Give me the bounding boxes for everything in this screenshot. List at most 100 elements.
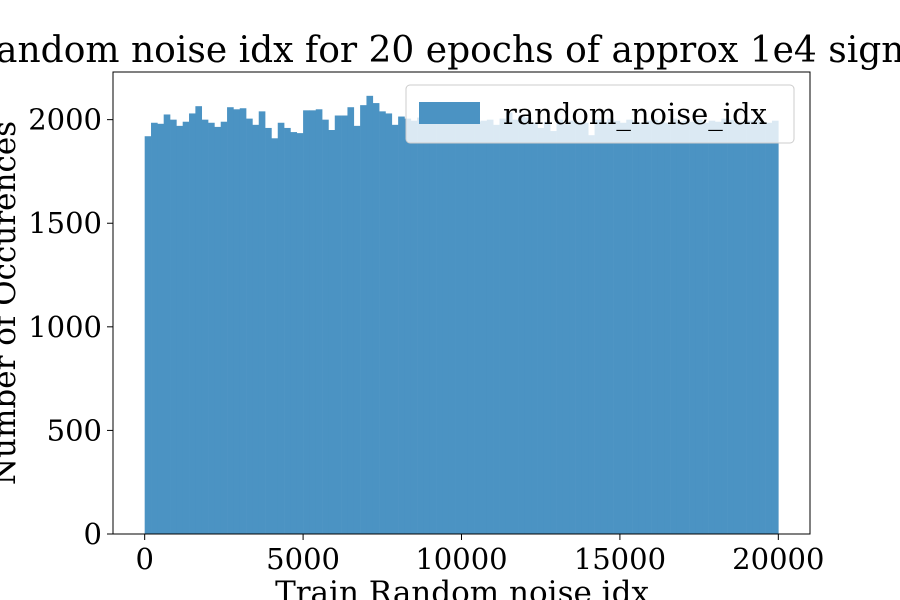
histogram-bar	[315, 109, 323, 535]
x-axis-ticks: 0 5000 10000 15000 20000	[135, 534, 824, 576]
histogram-bar	[220, 121, 228, 534]
y-axis-ticks: 0 500 1000 1500 2000	[28, 103, 113, 551]
histogram-bar	[714, 121, 722, 534]
histogram-bar	[372, 103, 380, 534]
histogram-bar	[493, 124, 500, 535]
histogram-bar	[239, 108, 247, 534]
histogram-bar	[676, 121, 684, 534]
histogram-bar	[195, 106, 203, 535]
histogram-bar	[353, 125, 361, 534]
histogram-bars	[144, 95, 779, 535]
histogram-bar	[265, 127, 272, 534]
histogram-bar	[733, 122, 741, 535]
histogram-bar	[467, 119, 475, 535]
histogram-bar	[328, 130, 336, 534]
histogram-bar	[277, 122, 285, 535]
histogram-bar	[657, 121, 665, 534]
histogram-bar	[702, 122, 709, 535]
histogram-bar	[410, 120, 418, 534]
histogram-bar	[575, 121, 583, 534]
legend-box	[405, 84, 795, 144]
histogram-bar	[379, 111, 386, 535]
legend: random_noise_idx	[405, 84, 795, 144]
x-tick-label: 5000	[266, 542, 340, 576]
histogram-bar	[176, 125, 183, 534]
histogram-bar	[765, 122, 773, 535]
histogram-bar	[391, 124, 399, 535]
x-tick-label: 15000	[574, 542, 666, 576]
histogram-bar	[404, 118, 412, 534]
histogram-bar	[163, 114, 171, 534]
histogram-bar	[151, 122, 158, 535]
histogram-bar	[303, 110, 310, 534]
histogram-bar	[588, 135, 595, 534]
histogram-bar	[182, 121, 190, 534]
histogram-bar	[594, 119, 602, 535]
histogram-bar	[296, 133, 304, 535]
histogram-bar	[334, 115, 342, 535]
histogram-bar	[189, 113, 196, 535]
histogram-bar	[233, 109, 241, 535]
x-tick-label: 10000	[415, 542, 507, 576]
histogram-bar	[740, 121, 747, 534]
x-tick-label: 20000	[732, 542, 824, 576]
histogram-bar	[398, 116, 405, 534]
histogram-bar	[721, 118, 728, 534]
y-tick-label: 1500	[28, 206, 102, 240]
histogram-bar	[645, 120, 652, 534]
legend-label: random_noise_idx	[503, 97, 767, 132]
histogram-bar	[569, 120, 576, 534]
histogram-bar	[486, 119, 494, 535]
histogram-bar	[442, 123, 450, 534]
histogram-bar	[556, 119, 564, 535]
histogram-bar	[638, 122, 646, 535]
histogram-bar	[347, 107, 355, 535]
histogram-bar	[708, 120, 716, 534]
histogram-bar	[360, 105, 367, 534]
histogram-bar	[284, 127, 291, 534]
histogram-bar	[258, 111, 266, 535]
histogram-bar	[727, 119, 735, 535]
histogram-bar	[689, 121, 697, 534]
histogram-bar	[366, 95, 374, 535]
histogram-bar	[632, 121, 640, 534]
histogram-bar	[448, 119, 456, 535]
histogram-bar	[581, 122, 589, 535]
histogram-bar	[505, 112, 513, 534]
histogram-bar	[480, 120, 488, 534]
histogram-bar	[670, 118, 678, 534]
histogram-bar	[341, 115, 348, 535]
histogram-bar	[246, 118, 253, 534]
histogram-bar	[683, 120, 690, 534]
y-tick-label: 1000	[28, 310, 102, 344]
y-axis-label: Number of Occurences	[0, 121, 23, 485]
histogram-bar	[429, 120, 437, 534]
histogram-bar	[417, 117, 424, 534]
histogram-bar	[455, 121, 462, 534]
y-tick-label: 0	[84, 517, 102, 551]
x-axis-label: Train Random noise idx	[275, 575, 649, 600]
legend-swatch	[419, 102, 480, 124]
histogram-bar	[201, 119, 209, 535]
histogram-bar	[518, 115, 526, 535]
histogram-bar	[613, 120, 621, 534]
histogram-bar	[309, 110, 317, 534]
histogram-bar	[759, 121, 766, 534]
histogram-bar	[752, 119, 760, 535]
histogram-bar	[144, 136, 152, 534]
histogram-bar	[322, 119, 329, 535]
histogram-bar	[651, 119, 659, 535]
histogram-bar	[562, 123, 570, 534]
histogram-bar	[524, 117, 532, 534]
histogram-bar	[271, 138, 279, 534]
histogram-bar	[537, 127, 545, 534]
histogram-bar	[461, 122, 469, 535]
histogram-bar	[436, 121, 443, 534]
histogram-bar	[512, 119, 519, 535]
y-tick-label: 500	[47, 413, 102, 447]
histogram-bar	[252, 124, 260, 535]
histogram-bar	[619, 122, 627, 535]
histogram-bar	[214, 126, 222, 535]
histogram-bar	[290, 132, 298, 534]
